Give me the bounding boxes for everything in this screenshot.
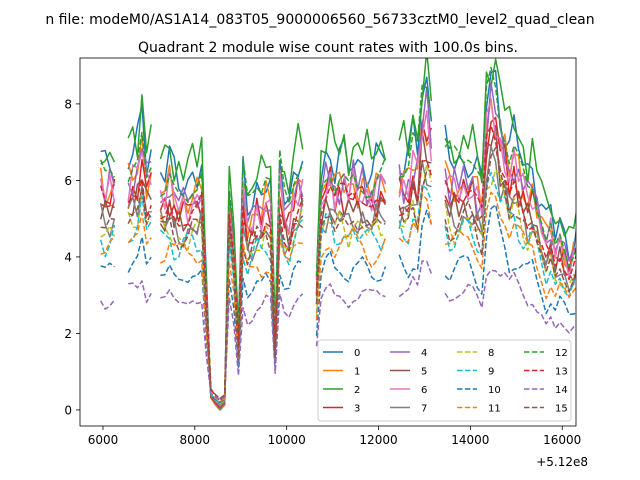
y-tick-label: 2: [64, 327, 72, 341]
y-tick-label: 4: [64, 250, 72, 264]
x-axis-offset-label: +5.12e8: [536, 455, 588, 469]
y-tick-label: 8: [64, 97, 72, 111]
y-tick-label: 6: [64, 174, 72, 188]
series-line-15: [100, 147, 576, 400]
x-tick-label: 16000: [543, 433, 581, 447]
x-tick-label: 12000: [359, 433, 397, 447]
series-line-2: [100, 58, 576, 410]
series-line-12: [99, 66, 576, 402]
series-line-14: [100, 260, 576, 400]
series-line-13: [99, 124, 576, 401]
axes-frame: [79, 57, 577, 427]
legend-label-8: 8: [488, 348, 494, 359]
series-line-11: [100, 191, 576, 403]
figure-suptitle: n file: modeM0/AS1A14_083T05_9000006560_…: [45, 12, 594, 28]
x-tick-label: 8000: [180, 433, 211, 447]
legend-label-0: 0: [354, 348, 360, 359]
x-tick-label: 14000: [451, 433, 489, 447]
y-tick-label: 0: [64, 403, 72, 417]
legend-label-6: 6: [421, 385, 427, 396]
legend-frame: [317, 339, 572, 422]
legend-label-11: 11: [488, 404, 501, 415]
x-axis: 6000 8000 10000 12000 14000 16000: [88, 426, 581, 447]
series-layer: [99, 58, 576, 411]
legend-label-14: 14: [555, 385, 568, 396]
y-axis: 0 2 4 6 8: [64, 97, 80, 417]
legend-label-4: 4: [421, 348, 427, 359]
series-line-10: [100, 204, 576, 404]
legend-label-5: 5: [421, 367, 427, 378]
legend-label-10: 10: [488, 385, 501, 396]
legend-label-3: 3: [354, 404, 360, 415]
legend-label-2: 2: [354, 385, 360, 396]
legend-label-15: 15: [555, 404, 568, 415]
legend-label-1: 1: [354, 367, 360, 378]
x-tick-label: 10000: [268, 433, 306, 447]
legend-label-12: 12: [555, 348, 568, 359]
legend-label-9: 9: [488, 367, 494, 378]
legend-label-7: 7: [421, 404, 427, 415]
x-tick-label: 6000: [88, 433, 119, 447]
legend-label-13: 13: [555, 367, 568, 378]
chart-title: Quadrant 2 module wise count rates with …: [138, 40, 518, 56]
